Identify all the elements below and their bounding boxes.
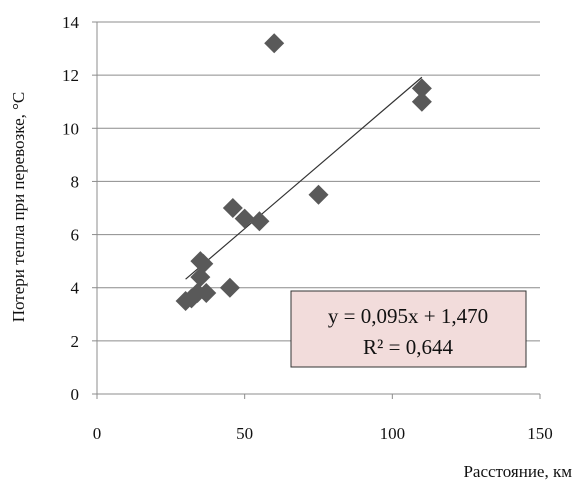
data-point — [249, 211, 270, 232]
y-tick-label: 8 — [71, 172, 80, 191]
data-point — [411, 91, 432, 112]
data-point — [190, 251, 211, 272]
y-tick-label: 12 — [62, 66, 79, 85]
data-point — [234, 208, 255, 229]
data-point — [222, 198, 243, 218]
y-tick-label: 4 — [71, 279, 80, 298]
x-tick-label: 100 — [380, 424, 406, 443]
data-point — [411, 78, 432, 99]
trendline — [185, 76, 423, 280]
data-points — [175, 33, 432, 311]
y-tick-label: 2 — [71, 332, 80, 351]
y-axis-title: Потери тепла при перевозке, °С — [9, 92, 28, 323]
x-tick-label: 150 — [527, 424, 553, 443]
y-tick-label: 0 — [71, 385, 80, 404]
trendline-group — [185, 76, 423, 280]
y-tick-label: 6 — [71, 226, 80, 245]
data-point — [196, 283, 217, 304]
axes — [96, 22, 540, 395]
equation-box: y = 0,095x + 1,470 R² = 0,644 — [290, 290, 527, 368]
y-tick-label: 10 — [62, 119, 79, 138]
y-tick-labels: 0 2 4 6 8 10 12 14 — [62, 13, 97, 404]
x-axis-title: Расстояние, км — [463, 462, 572, 481]
x-tick-label: 0 — [93, 424, 102, 443]
equation-box-background — [290, 290, 527, 368]
data-point — [264, 33, 285, 54]
data-point — [190, 267, 211, 288]
gridlines — [97, 21, 540, 342]
x-tick-label: 50 — [236, 424, 253, 443]
x-tick-labels: 0 50 100 150 — [93, 394, 553, 443]
data-point — [308, 184, 329, 205]
data-point — [219, 277, 240, 298]
r-squared-label: R² = 0,644 — [363, 335, 453, 359]
trendline-equation: y = 0,095x + 1,470 — [328, 304, 488, 328]
y-tick-label: 14 — [62, 13, 80, 32]
